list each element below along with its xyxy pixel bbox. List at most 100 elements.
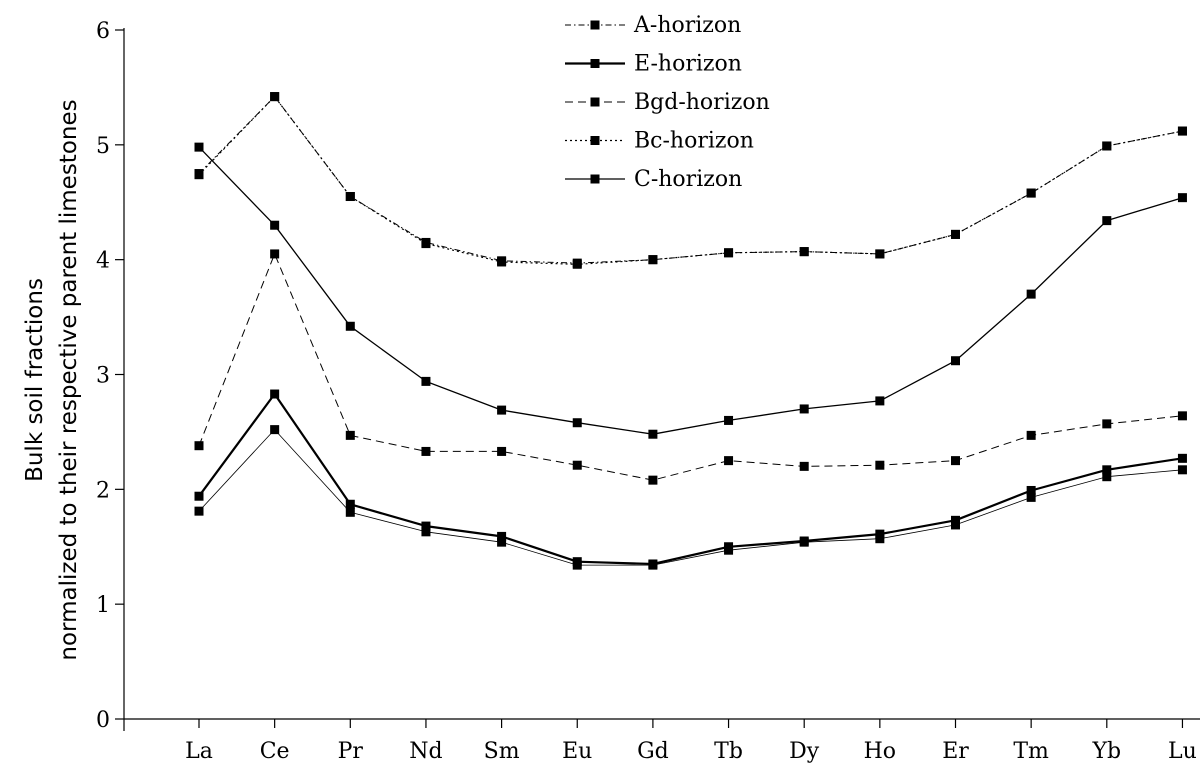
series-line xyxy=(198,95,1183,265)
series-line xyxy=(198,392,1183,566)
x-tick-label: Ho xyxy=(864,739,896,764)
data-point xyxy=(799,461,809,471)
data-point xyxy=(1177,126,1187,136)
legend-label: Bc-horizon xyxy=(634,129,754,154)
data-point xyxy=(648,560,658,570)
legend-entry: C-horizon xyxy=(565,167,742,192)
data-point xyxy=(270,249,280,259)
data-point xyxy=(875,529,885,539)
legend-marker xyxy=(590,20,600,30)
data-point xyxy=(497,257,507,267)
data-point xyxy=(194,506,204,516)
data-point xyxy=(194,441,204,451)
data-point xyxy=(1102,472,1112,482)
series-Bc-horizon xyxy=(194,92,1187,269)
data-point xyxy=(648,429,658,439)
series-line xyxy=(198,146,1183,435)
data-point xyxy=(421,527,431,537)
x-tick-label: Tm xyxy=(1013,739,1049,764)
series-line xyxy=(198,253,1183,481)
series-line xyxy=(198,96,1183,264)
legend-entry: Bc-horizon xyxy=(565,129,754,154)
data-point xyxy=(270,92,280,102)
data-point xyxy=(497,537,507,547)
series-Bgd-horizon xyxy=(194,249,1187,485)
series-E-horizon xyxy=(194,389,1187,569)
data-point xyxy=(1026,289,1036,299)
data-point xyxy=(345,192,355,202)
y-tick-label: 2 xyxy=(96,478,110,503)
x-tick-label: Dy xyxy=(789,739,820,764)
data-point xyxy=(724,456,734,466)
series-C-horizon xyxy=(194,142,1187,439)
y-tick-label: 0 xyxy=(96,708,110,733)
series-layer xyxy=(194,92,1187,570)
data-point xyxy=(270,425,280,435)
x-tick-label: Lu xyxy=(1168,739,1197,764)
x-tick-label: Pr xyxy=(338,739,364,764)
data-point xyxy=(875,534,885,544)
data-point xyxy=(194,142,204,152)
data-point xyxy=(799,537,809,547)
data-point xyxy=(497,531,507,541)
data-point xyxy=(421,239,431,249)
y-tick-label: 1 xyxy=(96,593,110,618)
data-point xyxy=(1177,193,1187,203)
data-point xyxy=(497,405,507,415)
legend-entry: E-horizon xyxy=(565,52,742,77)
data-point xyxy=(572,259,582,269)
data-point xyxy=(1102,216,1112,226)
legend-label: E-horizon xyxy=(634,52,742,77)
legend-label: C-horizon xyxy=(634,167,742,192)
data-point xyxy=(799,404,809,414)
legend-marker xyxy=(590,59,600,68)
data-point xyxy=(1102,465,1112,475)
data-point xyxy=(951,229,960,239)
axes: 0 1 2 3 4 5 6 La Ce Pr Nd Sm Eu Gd Tb Dy Ho Er Tm Yb Lu xyxy=(96,19,1200,764)
legend-marker xyxy=(590,136,600,145)
legend-label: A-horizon xyxy=(633,13,741,38)
data-point xyxy=(1177,465,1187,475)
data-point xyxy=(1026,430,1036,440)
data-point xyxy=(1026,188,1036,198)
data-point xyxy=(875,396,885,406)
data-point xyxy=(345,321,355,331)
data-point xyxy=(648,255,658,265)
data-point xyxy=(345,507,355,517)
data-point xyxy=(572,560,582,570)
data-point xyxy=(1177,411,1187,421)
data-point xyxy=(345,499,355,509)
data-point xyxy=(1102,141,1112,151)
data-point xyxy=(421,446,431,456)
data-point xyxy=(497,446,507,456)
legend-entry: Bgd-horizon xyxy=(565,90,770,115)
y-axis-title-line-2: normalized to their respective parent li… xyxy=(56,99,82,660)
data-point xyxy=(648,475,658,485)
data-point xyxy=(875,460,885,470)
x-tick-label: Sm xyxy=(484,739,520,764)
data-point xyxy=(1026,485,1036,495)
data-point xyxy=(1026,492,1036,502)
data-point xyxy=(951,356,960,366)
data-point xyxy=(951,456,960,466)
legend-entry: A-horizon xyxy=(565,13,741,38)
data-point xyxy=(572,460,582,470)
y-axis-title: Bulk soil fractions normalized to their … xyxy=(22,99,82,660)
data-point xyxy=(421,521,431,531)
y-tick-label: 4 xyxy=(96,249,110,274)
legend-marker xyxy=(590,174,600,184)
x-tick-label: Yb xyxy=(1091,739,1121,764)
data-point xyxy=(724,415,734,425)
data-point xyxy=(724,248,734,258)
data-point xyxy=(1177,453,1187,463)
data-point xyxy=(1102,419,1112,429)
data-point xyxy=(194,170,204,180)
data-point xyxy=(194,491,204,501)
x-tick-label: Ce xyxy=(260,739,290,764)
legend-marker xyxy=(590,97,600,107)
data-point xyxy=(951,515,960,525)
legend: A-horizon E-horizon Bgd-horizon Bc-horizon C… xyxy=(565,13,770,192)
x-tick-label: La xyxy=(185,739,213,764)
data-point xyxy=(345,430,355,440)
